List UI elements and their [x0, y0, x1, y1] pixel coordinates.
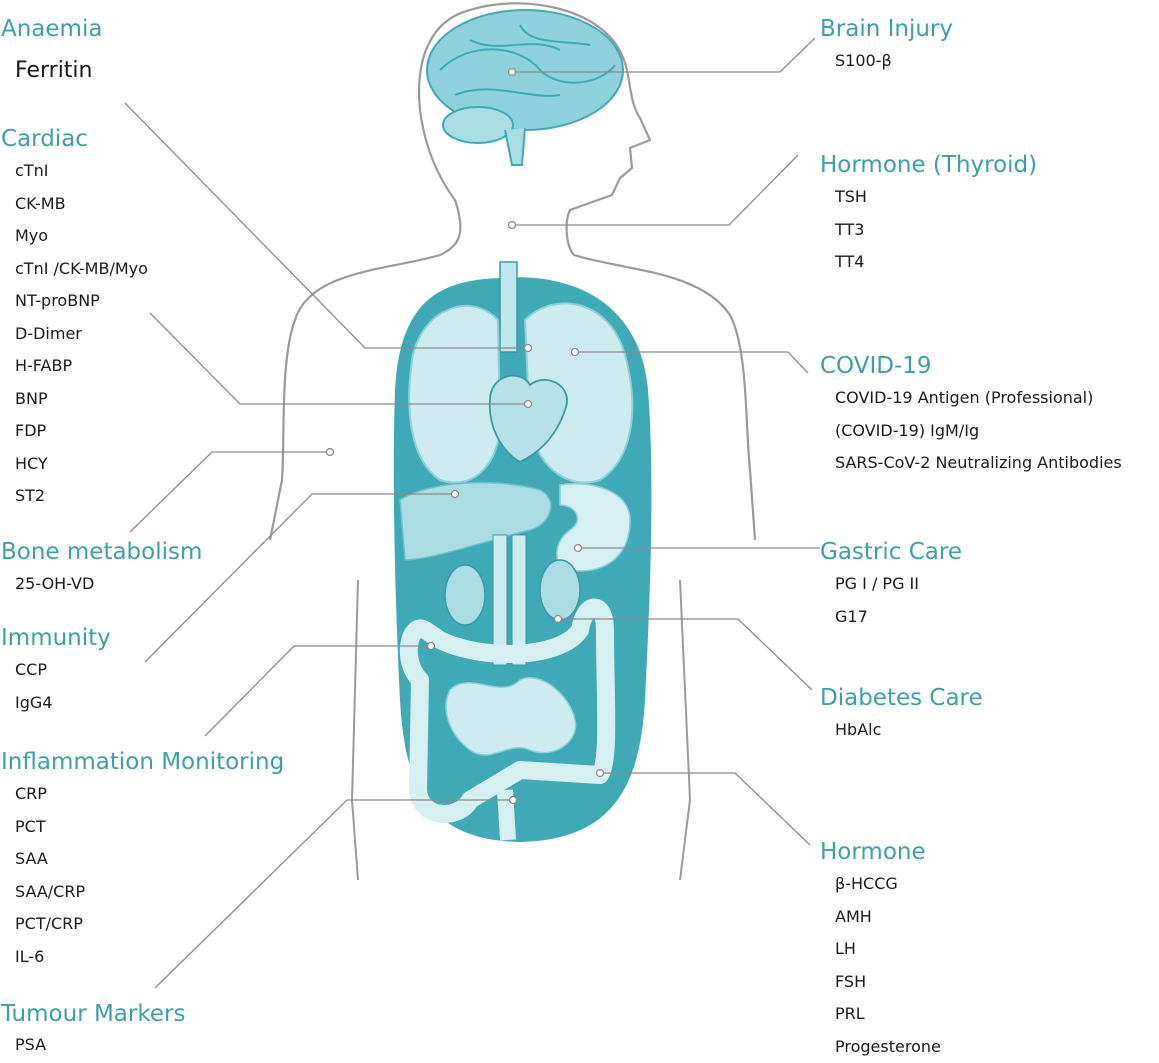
group-cardiac: Cardiac cTnI CK-MB Myo cTnI /CK-MB/Myo N…	[1, 125, 148, 513]
leader-thyroid	[512, 155, 798, 225]
leader-hormone	[600, 773, 810, 845]
small-intestine	[446, 678, 576, 755]
biomarker-item: (COVID-19) IgM/Ig	[835, 415, 1122, 448]
biomarker-item: CRP	[15, 778, 284, 811]
group-tumour-markers: Tumour Markers PSA	[1, 1000, 185, 1060]
group-hormone-thyroid: Hormone (Thyroid) TSH TT3 TT4	[820, 151, 1037, 279]
biomarker-item: Ferritin	[15, 55, 102, 87]
biomarker-item: AMH	[835, 901, 941, 934]
biomarker-item: CK-MB	[15, 188, 148, 221]
left-kidney	[445, 565, 485, 625]
group-title: Bone metabolism	[1, 538, 202, 566]
leader-bone	[130, 452, 330, 532]
group-title: Anaemia	[1, 15, 102, 43]
brain	[427, 10, 623, 165]
group-title: Diabetes Care	[820, 684, 983, 712]
biomarker-item: BNP	[15, 383, 148, 416]
group-diabetes-care: Diabetes Care HbAlc	[820, 684, 983, 747]
biomarker-item: 25-OH-VD	[15, 568, 202, 601]
biomarker-item: CCP	[15, 654, 111, 687]
biomarker-item: HCY	[15, 448, 148, 481]
group-bone-metabolism: Bone metabolism 25-OH-VD	[1, 538, 202, 601]
biomarker-item: PG I / PG II	[835, 568, 962, 601]
biomarker-item: SARS-CoV-2 Neutralizing Antibodies	[835, 447, 1122, 480]
group-gastric-care: Gastric Care PG I / PG II G17	[820, 538, 962, 633]
biomarker-item: PSA	[15, 1030, 185, 1060]
biomarker-item: HbAlc	[835, 714, 983, 747]
right-kidney	[540, 560, 580, 620]
biomarker-item: FDP	[15, 415, 148, 448]
biomarker-item: COVID-19 Antigen (Professional)	[835, 382, 1122, 415]
biomarker-item: IgG4	[15, 687, 111, 720]
biomarker-item: SAA	[15, 843, 284, 876]
biomarker-item: SAA/CRP	[15, 876, 284, 909]
biomarker-item: LH	[835, 933, 941, 966]
group-title: Cardiac	[1, 125, 148, 153]
biomarker-item: TT3	[835, 214, 1037, 247]
group-title: Brain Injury	[820, 15, 953, 43]
group-immunity: Immunity CCP IgG4	[1, 624, 111, 719]
biomarker-item: ST2	[15, 480, 148, 513]
biomarker-item: D-Dimer	[15, 318, 148, 351]
group-title: Hormone	[820, 838, 941, 866]
left-lung	[409, 306, 500, 483]
biomarker-item: NT-proBNP	[15, 285, 148, 318]
biomarker-item: cTnI /CK-MB/Myo	[15, 253, 148, 286]
group-hormone: Hormone β-HCCG AMH LH FSH PRL Progestero…	[820, 838, 941, 1063]
biomarker-item: FSH	[835, 966, 941, 999]
group-covid-19: COVID-19 COVID-19 Antigen (Professional)…	[820, 352, 1122, 480]
biomarker-item: TT4	[835, 246, 1037, 279]
biomarker-item: β-HCCG	[835, 868, 941, 901]
biomarker-item: H-FABP	[15, 350, 148, 383]
group-title: Gastric Care	[820, 538, 962, 566]
biomarker-item: Myo	[15, 220, 148, 253]
biomarker-item: PCT	[15, 811, 284, 844]
leader-inflammation	[205, 646, 431, 736]
group-anaemia: Anaemia Ferritin	[1, 15, 102, 87]
trachea	[500, 262, 517, 352]
biomarker-item: S100-β	[835, 45, 953, 78]
rectum	[505, 790, 508, 840]
group-title: Inflammation Monitoring	[1, 748, 284, 776]
biomarker-item: IL-6	[15, 941, 284, 974]
biomarker-item: Progesterone	[835, 1031, 941, 1063]
group-title: Immunity	[1, 624, 111, 652]
group-inflammation-monitoring: Inflammation Monitoring CRP PCT SAA SAA/…	[1, 748, 284, 973]
biomarker-item: cTnI	[15, 155, 148, 188]
group-title: COVID-19	[820, 352, 1122, 380]
biomarker-item: G17	[835, 601, 962, 634]
group-title: Tumour Markers	[1, 1000, 185, 1028]
biomarker-item: TSH	[835, 181, 1037, 214]
biomarker-item: PRL	[835, 998, 941, 1031]
group-title: Hormone (Thyroid)	[820, 151, 1037, 179]
group-brain-injury: Brain Injury S100-β	[820, 15, 953, 78]
biomarker-item: PCT/CRP	[15, 908, 284, 941]
